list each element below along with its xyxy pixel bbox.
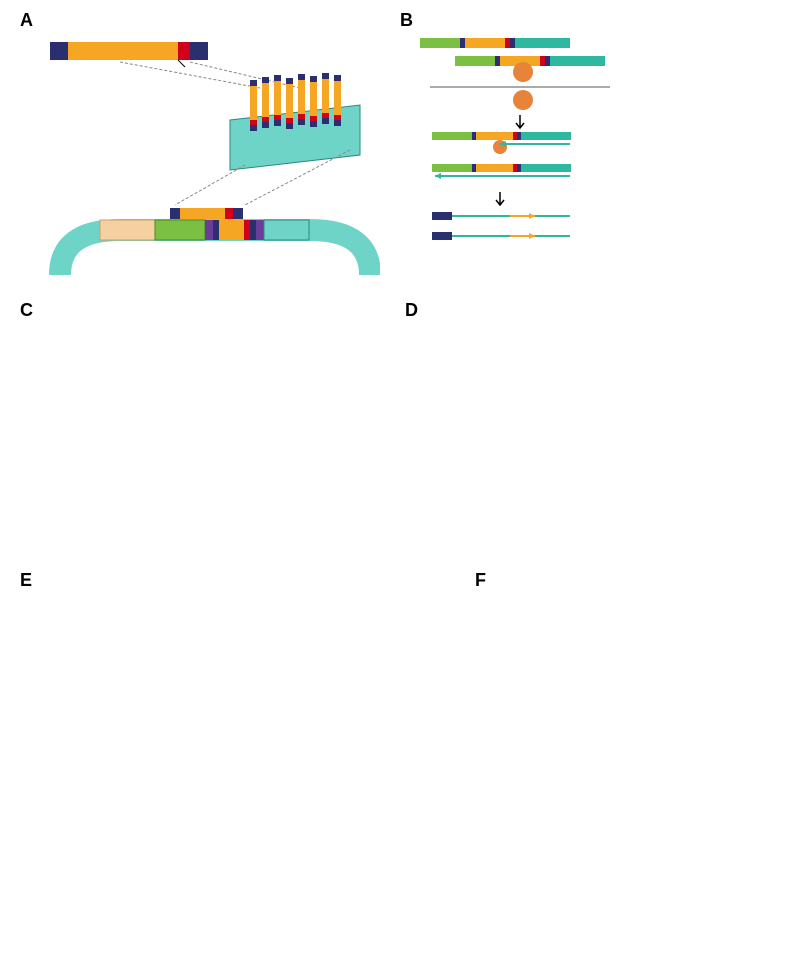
sv40-block (264, 220, 309, 240)
panel-a-svg (20, 20, 380, 300)
panel-f-svg (470, 588, 790, 818)
panel-d-svg (410, 305, 780, 565)
cmc-circle (513, 62, 533, 82)
adapter-block-left (50, 42, 68, 60)
panel-b-svg (400, 20, 790, 290)
adapter-block-right (190, 42, 208, 60)
cds-block (155, 220, 205, 240)
variable-block (68, 42, 178, 60)
barcode-block (178, 42, 190, 60)
panel-c-svg (30, 310, 390, 550)
promoter-block (100, 220, 155, 240)
panel-e-svg (25, 580, 455, 970)
